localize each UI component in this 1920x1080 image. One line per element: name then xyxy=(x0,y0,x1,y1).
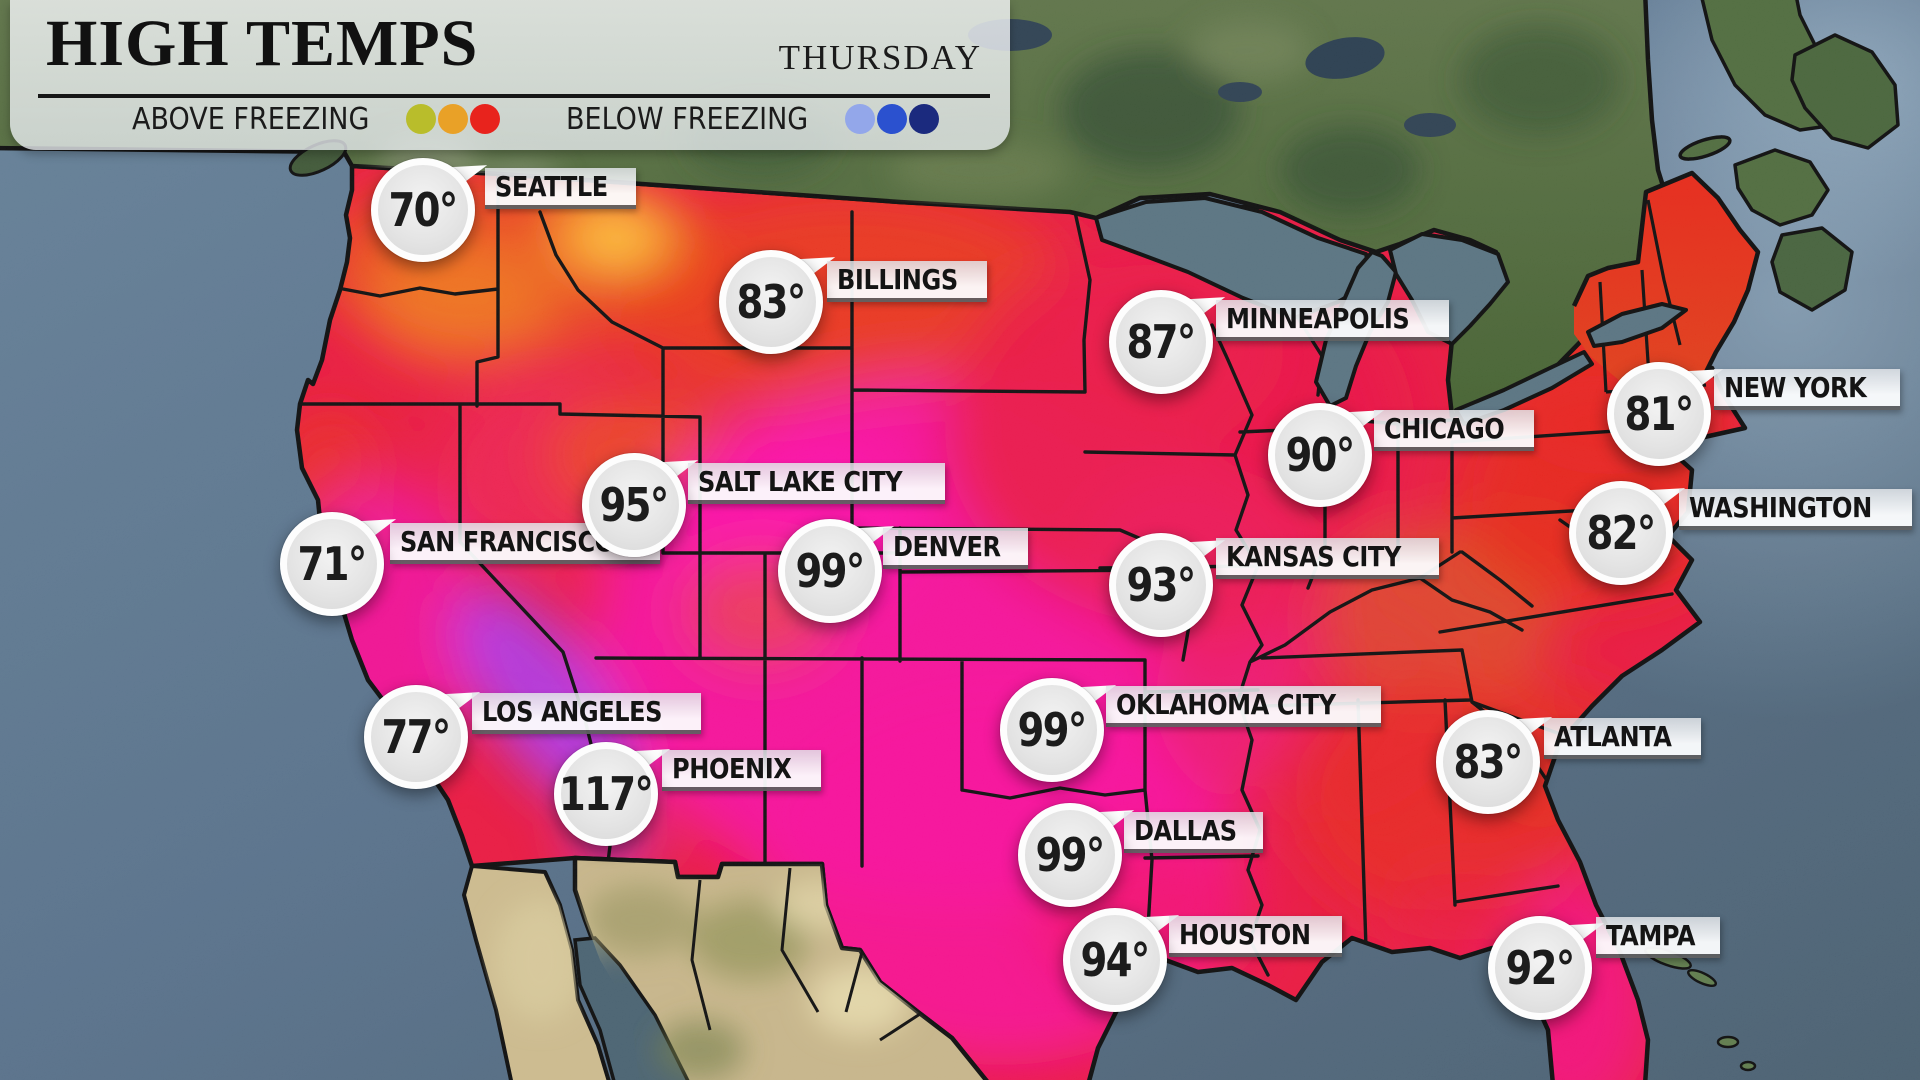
city-label: SAN FRANCISCO xyxy=(400,525,615,558)
temperature-bubble: 99° xyxy=(778,519,882,623)
city-label: HOUSTON xyxy=(1179,918,1311,951)
city-label: PHOENIX xyxy=(672,752,792,785)
city-label: KANSAS CITY xyxy=(1226,540,1401,573)
city-label-chip: DALLAS xyxy=(1124,812,1264,853)
city-label: SEATTLE xyxy=(495,170,608,203)
city-label-chip: KANSAS CITY xyxy=(1216,538,1440,579)
temperature-value: 95° xyxy=(599,478,670,532)
day-label: THURSDAY xyxy=(778,38,982,77)
temperature-bubble: 90° xyxy=(1268,403,1372,507)
temperature-value: 77° xyxy=(381,710,452,764)
legend-below-freezing-label: BELOW FREEZING xyxy=(565,101,808,137)
city-label: DALLAS xyxy=(1134,814,1237,847)
temperature-bubble: 81° xyxy=(1607,362,1711,466)
city-label-chip: WASHINGTON xyxy=(1679,489,1912,530)
city-label-chip: MINNEAPOLIS xyxy=(1216,300,1450,341)
legend-swatch-warm-3 xyxy=(469,104,500,134)
temperature-value: 93° xyxy=(1126,558,1197,612)
city-label-chip: TAMPA xyxy=(1596,917,1720,958)
temperature-bubble: 82° xyxy=(1569,481,1673,585)
temperature-bubble: 77° xyxy=(364,685,468,789)
city-label: SALT LAKE CITY xyxy=(698,465,903,498)
city-label: MINNEAPOLIS xyxy=(1226,302,1410,335)
temperature-value: 82° xyxy=(1586,506,1657,560)
temperature-value: 71° xyxy=(297,537,368,591)
legend-swatch-cold-1 xyxy=(844,104,875,134)
legend-above-freezing-label: ABOVE FREEZING xyxy=(132,101,370,137)
temperature-bubble: 99° xyxy=(1000,678,1104,782)
temperature-bubble: 87° xyxy=(1109,290,1213,394)
legend-swatch-warm-2 xyxy=(437,104,468,134)
temperature-value: 94° xyxy=(1080,933,1151,987)
city-label-chip: CHICAGO xyxy=(1374,410,1534,451)
city-label-chip: LOS ANGELES xyxy=(472,693,702,734)
temperature-bubble: 94° xyxy=(1063,908,1167,1012)
temperature-value: 99° xyxy=(795,544,866,598)
temperature-bubble: 93° xyxy=(1109,533,1213,637)
city-label: NEW YORK xyxy=(1724,371,1867,404)
legend-swatch-warm-1 xyxy=(405,104,436,134)
header-panel: HIGH TEMPS THURSDAY ABOVE FREEZING BELOW… xyxy=(10,0,1010,150)
page-title: HIGH TEMPS xyxy=(46,7,479,80)
temperature-bubble: 83° xyxy=(719,250,823,354)
temperature-bubble: 99° xyxy=(1018,803,1122,907)
city-label-chip: ATLANTA xyxy=(1544,718,1701,759)
temperature-value: 83° xyxy=(736,275,807,329)
city-label-chip: HOUSTON xyxy=(1169,916,1342,957)
city-label: TAMPA xyxy=(1606,919,1696,952)
temperature-legend: ABOVE FREEZING BELOW FREEZING xyxy=(132,100,939,138)
legend-swatch-cold-3 xyxy=(908,104,939,134)
city-label: BILLINGS xyxy=(837,263,958,296)
city-label-chip: NEW YORK xyxy=(1714,369,1900,410)
temperature-value: 70° xyxy=(388,183,459,237)
temperature-value: 92° xyxy=(1505,941,1576,995)
temperature-value: 83° xyxy=(1453,735,1524,789)
city-label: ATLANTA xyxy=(1554,720,1672,753)
temperature-bubble: 117° xyxy=(554,742,658,846)
city-label: DENVER xyxy=(893,530,1001,563)
city-label-chip: PHOENIX xyxy=(662,750,821,791)
temperature-bubble: 71° xyxy=(280,512,384,616)
temperature-bubble: 70° xyxy=(371,158,475,262)
temperature-value: 81° xyxy=(1624,387,1695,441)
city-label: LOS ANGELES xyxy=(482,695,663,728)
temperature-value: 117° xyxy=(559,767,654,821)
title-underline xyxy=(38,94,990,98)
temperature-value: 87° xyxy=(1126,315,1197,369)
city-label-chip: SALT LAKE CITY xyxy=(688,463,946,504)
temperature-value: 99° xyxy=(1035,828,1106,882)
city-label: OKLAHOMA CITY xyxy=(1116,688,1336,721)
city-label-chip: SEATTLE xyxy=(485,168,637,209)
temperature-bubble: 83° xyxy=(1436,710,1540,814)
city-label-chip: BILLINGS xyxy=(827,261,988,302)
city-label: CHICAGO xyxy=(1384,412,1505,445)
city-label-chip: OKLAHOMA CITY xyxy=(1106,686,1382,727)
temperature-bubble: 95° xyxy=(582,453,686,557)
temperature-bubble: 92° xyxy=(1488,916,1592,1020)
temperature-value: 99° xyxy=(1017,703,1088,757)
legend-swatch-cold-2 xyxy=(876,104,907,134)
temperature-value: 90° xyxy=(1285,428,1356,482)
city-label-chip: DENVER xyxy=(883,528,1029,569)
city-label: WASHINGTON xyxy=(1689,491,1872,524)
